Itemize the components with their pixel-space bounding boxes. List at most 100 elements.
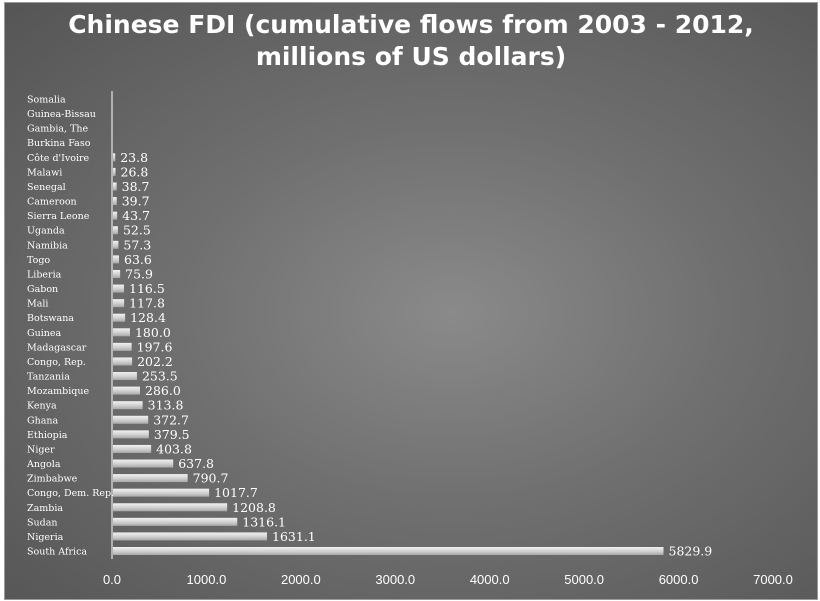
- chart-frame: Chinese FDI (cumulative flows from 2003 …: [4, 2, 818, 600]
- value-label-zimbabwe: 790.7: [193, 471, 229, 486]
- bar-mozambique: [113, 386, 141, 395]
- x-tick-label: 4000.0: [470, 572, 510, 587]
- category-label-guinea-bissau: Guinea-Bissau: [27, 109, 96, 120]
- category-label-madagascar: Madagascar: [27, 342, 87, 353]
- bar-congo-dem-rep: [113, 488, 210, 497]
- bar-uganda: [113, 226, 118, 235]
- bar-liberia: [113, 269, 121, 278]
- bar-zimbabwe: [113, 474, 188, 483]
- value-label-namibia: 57.3: [123, 237, 151, 252]
- value-label-cameroon: 39.7: [122, 194, 150, 209]
- value-label-south-africa: 5829.9: [669, 544, 713, 559]
- bar-zambia: [113, 503, 228, 512]
- value-label-niger: 403.8: [156, 441, 192, 456]
- bar-gabon: [113, 284, 125, 293]
- bar-ethiopia: [113, 430, 149, 439]
- value-label-mali: 117.8: [129, 296, 165, 311]
- value-label-congo-dem-rep: 1017.7: [214, 485, 258, 500]
- bars: [113, 153, 664, 555]
- category-label-ghana: Ghana: [27, 415, 58, 426]
- bar-congo-rep: [113, 357, 133, 366]
- bar-botswana: [113, 313, 126, 322]
- x-tick-label: 7000.0: [753, 572, 793, 587]
- bar-ghana: [113, 415, 149, 424]
- bar-senegal: [113, 182, 117, 191]
- category-label-sudan: Sudan: [27, 517, 58, 528]
- category-label-gabon: Gabon: [27, 284, 58, 295]
- category-label-somalia: Somalia: [27, 95, 66, 106]
- category-label-senegal: Senegal: [27, 182, 66, 193]
- value-label-zambia: 1208.8: [232, 500, 276, 515]
- bar-togo: [113, 255, 120, 264]
- category-label-mozambique: Mozambique: [27, 386, 89, 397]
- bar-namibia: [113, 240, 119, 249]
- value-label-madagascar: 197.6: [137, 339, 173, 354]
- category-label-angola: Angola: [26, 459, 61, 470]
- x-tick-label: 1000.0: [187, 572, 227, 587]
- category-label-c-te-d-ivoire: Côte d'Ivoire: [27, 153, 90, 164]
- category-label-guinea: Guinea: [27, 328, 61, 339]
- bar-malawi: [113, 167, 116, 176]
- category-labels: Somalia Guinea-Bissau Gambia, The Burkina F…: [26, 95, 114, 558]
- category-label-botswana: Botswana: [27, 313, 74, 324]
- value-label-guinea: 180.0: [135, 325, 171, 340]
- bar-chart-plot: Somalia Guinea-Bissau Gambia, The Burkina F…: [26, 91, 793, 587]
- bar-cameroon: [113, 197, 117, 206]
- value-label-togo: 63.6: [124, 252, 152, 267]
- bar-madagascar: [113, 342, 132, 351]
- value-label-uganda: 52.5: [123, 223, 151, 238]
- value-label-c-te-d-ivoire: 23.8: [120, 150, 148, 165]
- bar-guinea: [113, 328, 130, 337]
- bar-niger: [113, 444, 152, 453]
- chart-title-line-2: millions of US dollars): [255, 42, 567, 71]
- category-label-malawi: Malawi: [27, 167, 62, 178]
- category-label-mali: Mali: [27, 299, 48, 310]
- value-label-liberia: 75.9: [125, 266, 153, 281]
- bar-tanzania: [113, 372, 137, 381]
- value-label-senegal: 38.7: [122, 179, 150, 194]
- category-label-zimbabwe: Zimbabwe: [27, 474, 78, 485]
- x-tick-label: 0.0: [103, 572, 121, 587]
- category-label-uganda: Uganda: [27, 226, 65, 237]
- category-label-congo-rep: Congo, Rep.: [27, 357, 86, 368]
- value-label-ghana: 372.7: [153, 412, 189, 427]
- category-label-cameroon: Cameroon: [27, 197, 77, 208]
- value-label-nigeria: 1631.1: [272, 529, 316, 544]
- category-label-zambia: Zambia: [27, 503, 63, 514]
- category-label-kenya: Kenya: [27, 401, 57, 412]
- value-label-congo-rep: 202.2: [137, 354, 173, 369]
- bar-sudan: [113, 517, 238, 526]
- bar-angola: [113, 459, 174, 468]
- x-tick-label: 6000.0: [659, 572, 699, 587]
- category-label-sierra-leone: Sierra Leone: [27, 211, 90, 222]
- bar-south-africa: [113, 547, 664, 555]
- x-tick-label: 3000.0: [375, 572, 415, 587]
- chart-title-line-1: Chinese FDI (cumulative flows from 2003 …: [68, 10, 754, 39]
- category-label-niger: Niger: [27, 444, 55, 455]
- bar-sierra-leone: [113, 211, 118, 220]
- value-label-botswana: 128.4: [130, 310, 166, 325]
- category-label-ethiopia: Ethiopia: [27, 430, 68, 441]
- category-label-tanzania: Tanzania: [27, 372, 70, 383]
- x-tick-label: 5000.0: [564, 572, 604, 587]
- value-label-tanzania: 253.5: [142, 369, 178, 384]
- value-label-sierra-leone: 43.7: [122, 208, 150, 223]
- value-label-malawi: 26.8: [121, 164, 149, 179]
- bar-kenya: [113, 401, 143, 410]
- bar-mali: [113, 299, 125, 308]
- value-label-angola: 637.8: [178, 456, 214, 471]
- category-label-south-africa: South Africa: [27, 547, 87, 558]
- value-label-gabon: 116.5: [129, 281, 165, 296]
- value-labels: 23.826.838.739.743.752.557.363.675.9116.…: [120, 150, 712, 559]
- category-label-nigeria: Nigeria: [27, 532, 64, 543]
- bar-c-te-d-ivoire: [113, 153, 116, 162]
- x-tick-label: 2000.0: [281, 572, 321, 587]
- value-label-kenya: 313.8: [148, 398, 184, 413]
- x-axis-ticks: 0.0 1000.0 2000.0 3000.0 4000.0 5000.0 6000.0 7…: [103, 572, 793, 587]
- category-label-gambia-the: Gambia, The: [27, 124, 89, 135]
- category-label-togo: Togo: [27, 255, 50, 266]
- value-label-mozambique: 286.0: [145, 383, 181, 398]
- category-label-burkina-faso: Burkina Faso: [27, 138, 91, 149]
- bar-nigeria: [113, 532, 268, 541]
- value-label-ethiopia: 379.5: [154, 427, 190, 442]
